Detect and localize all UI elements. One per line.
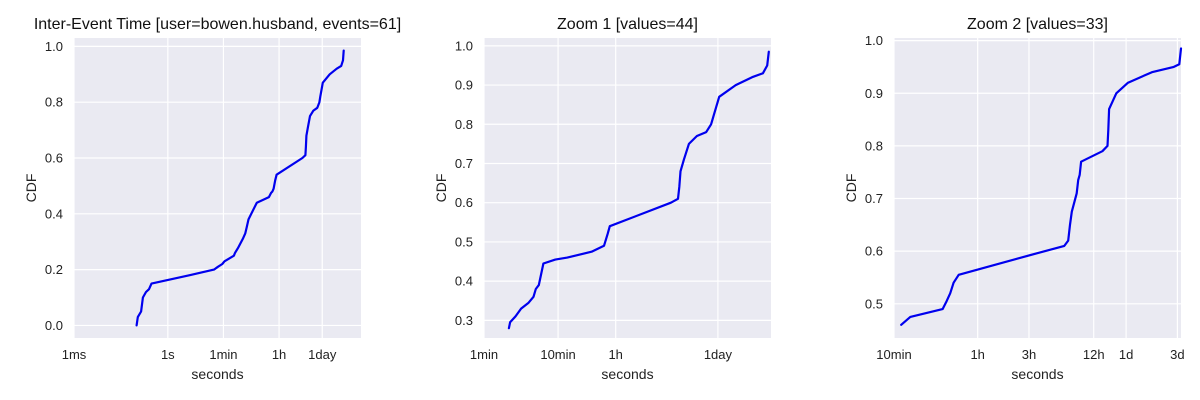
chart-panel-1: 1ms 1s 1min 1h 1day 0.0 0.2 0.4 0.6 0.8 1.0 Inter-E… <box>23 16 401 382</box>
y-tick-label: 0.2 <box>45 262 63 277</box>
y-tick-label: 1.0 <box>45 39 63 54</box>
y-tick-label: 0.7 <box>865 191 883 206</box>
y-axis-label: CDF <box>843 174 859 203</box>
y-tick-label: 0.8 <box>865 138 883 153</box>
cdf-line <box>507 50 770 330</box>
x-axis-label: seconds <box>1011 366 1063 382</box>
x-tick-label: 1day <box>308 347 337 362</box>
y-tick-label: 0.9 <box>455 78 473 93</box>
plot-area <box>484 38 771 338</box>
x-tick-label: 10min <box>540 347 575 362</box>
y-tick-label: 0.8 <box>45 95 63 110</box>
x-axis-label: seconds <box>191 366 243 382</box>
plot-area <box>894 38 1181 338</box>
chart-panel-3: 10min 1h 3h 12h 1d 3d 0.5 0.6 0.7 0.8 0.9 1.0 Zoom 2… <box>843 16 1185 382</box>
chart-title: Inter-Event Time [user=bowen.husband, ev… <box>34 16 401 33</box>
y-axis-label: CDF <box>23 174 39 203</box>
y-tick-label: 0.8 <box>455 117 473 132</box>
cdf-line <box>900 47 1183 326</box>
y-tick-label: 0.7 <box>455 156 473 171</box>
x-tick-label: 3d <box>1170 347 1184 362</box>
x-tick-label: 1h <box>970 347 984 362</box>
y-tick-label: 0.5 <box>865 296 883 311</box>
y-tick-label: 0.5 <box>455 234 473 249</box>
y-axis-label: CDF <box>433 174 449 203</box>
cdf-line <box>135 49 345 327</box>
x-tick-label: 3h <box>1022 347 1036 362</box>
x-tick-label: 1d <box>1119 347 1133 362</box>
x-tick-label: 10min <box>876 347 911 362</box>
y-tick-label: 0.0 <box>45 318 63 333</box>
y-tick-label: 0.6 <box>45 151 63 166</box>
x-axis-label: seconds <box>601 366 653 382</box>
x-tick-label: 1h <box>608 347 622 362</box>
y-tick-label: 0.3 <box>455 313 473 328</box>
x-tick-label: 1s <box>161 347 175 362</box>
x-tick-label: 1min <box>470 347 498 362</box>
y-tick-label: 0.4 <box>45 206 63 221</box>
y-tick-label: 0.9 <box>865 86 883 101</box>
chart-title: Zoom 1 [values=44] <box>557 16 698 33</box>
x-tick-label: 1ms <box>62 347 87 362</box>
y-tick-label: 0.4 <box>455 274 473 289</box>
x-tick-label: 1h <box>272 347 286 362</box>
x-tick-label: 1min <box>209 347 237 362</box>
x-tick-label: 1day <box>704 347 733 362</box>
chart-title: Zoom 2 [values=33] <box>967 16 1108 33</box>
y-tick-label: 0.6 <box>865 244 883 259</box>
plot-area <box>74 38 361 338</box>
chart-panel-2: 1min 10min 1h 1day 0.3 0.4 0.5 0.6 0.7 0.8 0.9 1.0 Z… <box>433 16 771 382</box>
y-tick-label: 1.0 <box>865 33 883 48</box>
y-tick-label: 0.6 <box>455 195 473 210</box>
y-tick-label: 1.0 <box>455 38 473 53</box>
x-tick-label: 12h <box>1083 347 1105 362</box>
